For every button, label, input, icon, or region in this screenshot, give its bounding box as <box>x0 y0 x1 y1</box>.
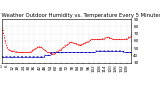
Title: Milwaukee Weather Outdoor Humidity vs. Temperature Every 5 Minutes: Milwaukee Weather Outdoor Humidity vs. T… <box>0 13 160 18</box>
